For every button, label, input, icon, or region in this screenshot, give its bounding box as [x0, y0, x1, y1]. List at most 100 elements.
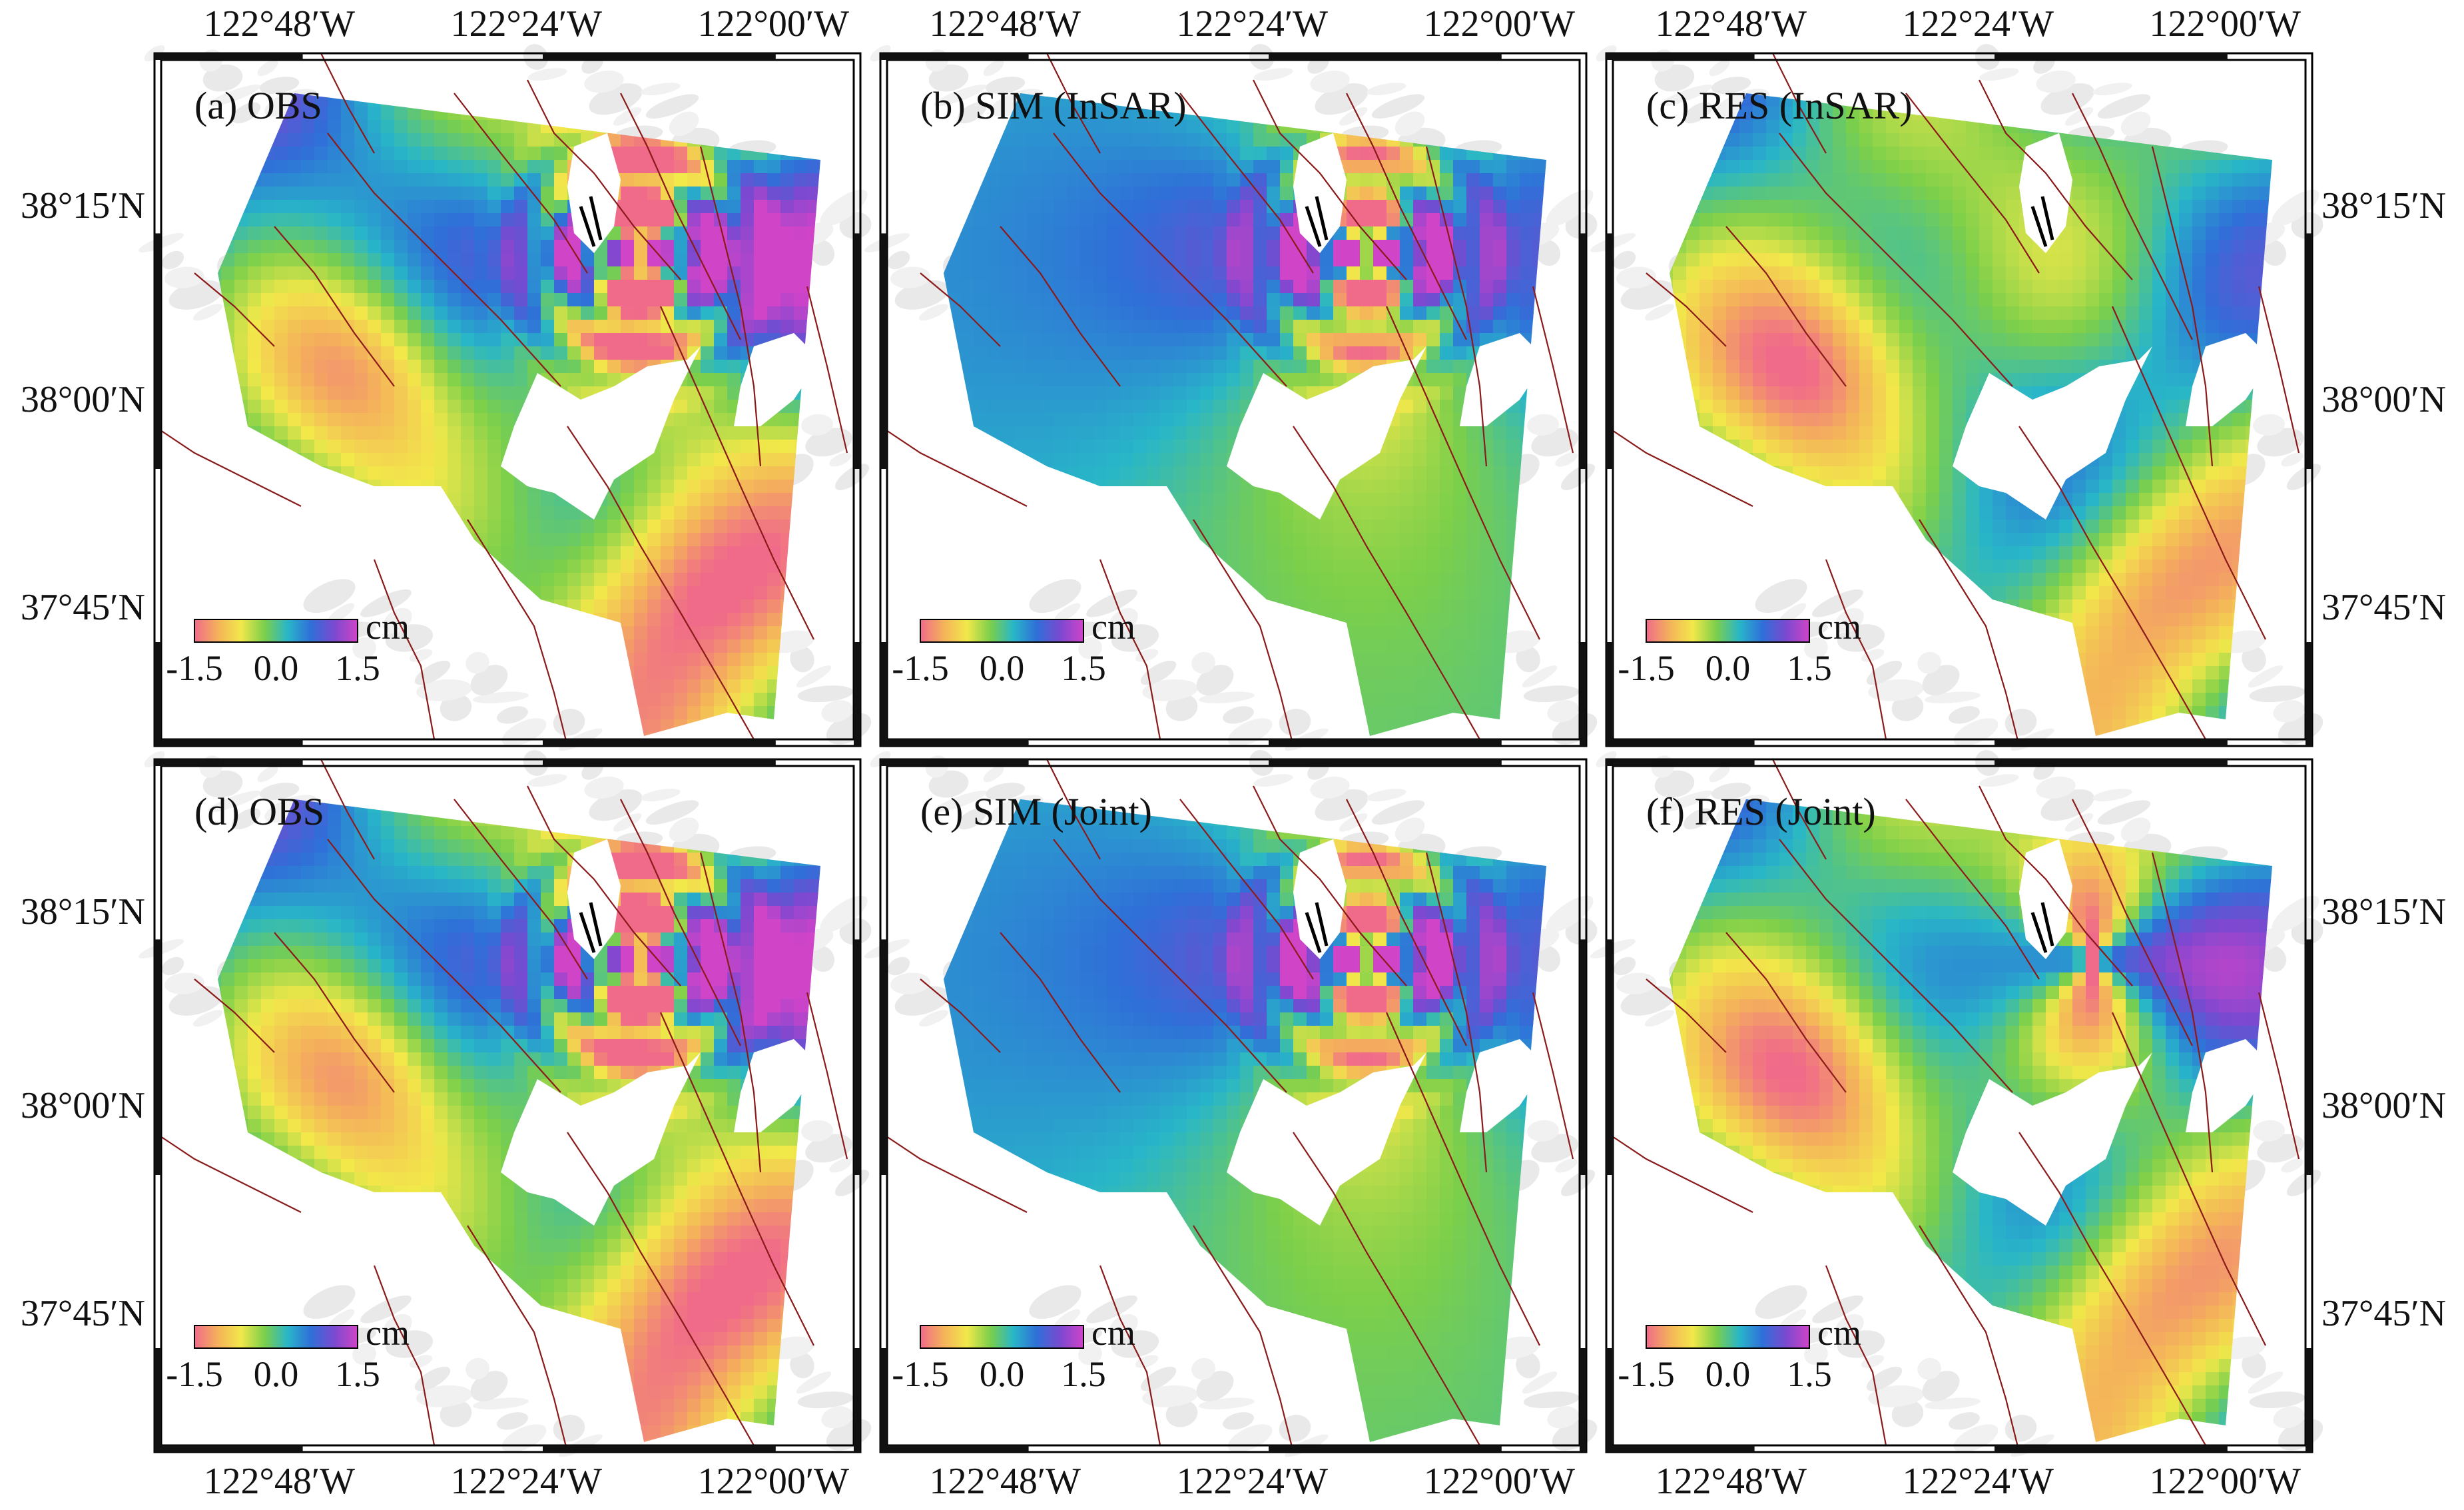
- colorbar-tick-label: -1.5: [166, 1354, 223, 1394]
- latitude-tick-label: 38°00′N: [2321, 379, 2447, 420]
- water-mask: [501, 346, 701, 520]
- fault-lines: [880, 759, 1574, 1453]
- panel-title: (a) OBS: [194, 84, 322, 127]
- longitude-tick-label: 122°00′W: [2149, 1461, 2301, 1502]
- map-panel-f: (f) RES (Joint) cm -1.5 0.0 1.5: [1590, 750, 2323, 1457]
- longitude-tick-label: 122°00′W: [697, 3, 849, 45]
- map-canvas: [1590, 750, 2323, 1457]
- water-mask: [567, 839, 621, 959]
- fault-trace: [1532, 992, 1574, 1160]
- colorbar: [194, 1325, 358, 1349]
- fault-trace: [1905, 93, 2040, 274]
- colorbar-unit: cm: [1091, 607, 1135, 647]
- fault-trace: [1385, 306, 1540, 640]
- colorbar-tick-label: 1.5: [1061, 648, 1106, 688]
- panel-title: (b) SIM (InSAR): [920, 84, 1187, 127]
- fault-trace: [1046, 53, 1101, 154]
- fault-trace: [1606, 1132, 1753, 1213]
- latitude-tick-label: 38°00′N: [20, 1085, 145, 1126]
- fault-trace: [1179, 799, 1314, 980]
- fault-trace: [659, 1012, 814, 1346]
- longitude-tick-label: 122°24′W: [450, 1461, 602, 1502]
- panel-title: (d) OBS: [194, 790, 324, 833]
- colorbar: [194, 619, 358, 643]
- fault-trace: [620, 93, 741, 340]
- longitude-tick-label: 122°48′W: [929, 1461, 1081, 1502]
- colorbar-tick-label: 1.5: [1787, 648, 1832, 688]
- fault-trace: [1725, 226, 1847, 387]
- fault-lines: [1606, 53, 2300, 747]
- colorbar-tick-label: 0.0: [979, 648, 1025, 688]
- longitude-tick-label: 122°48′W: [929, 3, 1081, 45]
- colorbar-tick-label: 0.0: [253, 648, 299, 688]
- fault-trace: [2072, 93, 2193, 340]
- fault-trace: [1772, 759, 1827, 860]
- colorbar: [920, 619, 1084, 643]
- rupture-trace: [579, 902, 603, 953]
- longitude-tick-label: 122°48′W: [203, 1461, 355, 1502]
- latitude-tick-label: 38°00′N: [2321, 1085, 2447, 1126]
- fault-trace: [1772, 53, 1827, 154]
- fault-trace: [1825, 1265, 1887, 1446]
- fault-trace: [1193, 519, 1295, 747]
- water-mask: [567, 133, 621, 253]
- colorbar-tick-label: 0.0: [979, 1354, 1025, 1394]
- fault-trace: [454, 799, 588, 980]
- latitude-tick-label: 38°00′N: [20, 379, 145, 420]
- colorbar-tick-label: 1.5: [1787, 1354, 1832, 1394]
- longitude-tick-label: 122°00′W: [697, 1461, 849, 1502]
- fault-trace: [1293, 426, 1480, 740]
- latitude-tick-label: 38°15′N: [2321, 185, 2447, 226]
- longitude-tick-label: 122°24′W: [1176, 1461, 1328, 1502]
- panel-title: (c) RES (InSAR): [1646, 84, 1913, 127]
- fault-trace: [1979, 79, 2133, 280]
- map-canvas: [139, 750, 872, 1457]
- fault-trace: [2111, 306, 2266, 640]
- fault-trace: [1425, 852, 1488, 1173]
- rupture-trace: [1305, 902, 1329, 953]
- water-mask: [2019, 839, 2072, 959]
- fault-trace: [699, 852, 762, 1173]
- colorbar-unit: cm: [1817, 1313, 1861, 1353]
- fault-trace: [2111, 1012, 2266, 1346]
- fault-trace: [274, 226, 395, 387]
- fault-trace: [2258, 286, 2300, 454]
- fault-trace: [1825, 559, 1887, 740]
- fault-trace: [1646, 978, 1727, 1053]
- fault-trace: [467, 519, 569, 747]
- fault-trace: [920, 272, 1001, 347]
- fault-trace: [806, 992, 848, 1160]
- colorbar-tick-label: -1.5: [892, 1354, 949, 1394]
- water-mask: [1953, 346, 2152, 520]
- fault-trace: [880, 426, 1028, 507]
- fault-trace: [1425, 146, 1488, 467]
- fault-trace: [373, 1265, 436, 1446]
- colorbar-tick-label: -1.5: [892, 648, 949, 688]
- fault-trace: [659, 306, 814, 640]
- fault-trace: [2151, 852, 2214, 1173]
- fault-trace: [1046, 759, 1101, 860]
- map-frame: [1606, 53, 2312, 746]
- fault-trace: [1532, 286, 1574, 454]
- fault-trace: [699, 146, 762, 467]
- latitude-tick-label: 37°45′N: [20, 1293, 145, 1334]
- rupture-trace: [2030, 196, 2054, 247]
- fault-trace: [1919, 519, 2020, 747]
- latitude-tick-label: 37°45′N: [20, 587, 145, 628]
- fault-trace: [806, 286, 848, 454]
- map-panel-b: (b) SIM (InSAR) cm -1.5 0.0 1.5: [864, 44, 1598, 751]
- fault-trace: [1099, 1265, 1161, 1446]
- fault-trace: [327, 839, 561, 1093]
- fault-trace: [1053, 839, 1287, 1093]
- latitude-tick-label: 37°45′N: [2321, 1293, 2447, 1334]
- fault-trace: [1919, 1225, 2020, 1453]
- longitude-tick-label: 122°48′W: [1655, 1461, 1807, 1502]
- fault-trace: [1346, 93, 1467, 340]
- colorbar-unit: cm: [1817, 607, 1861, 647]
- map-canvas: [1590, 44, 2323, 751]
- fault-trace: [1905, 799, 2040, 980]
- fault-trace: [194, 978, 275, 1053]
- water-mask: [1293, 133, 1347, 253]
- panel-title: (f) RES (Joint): [1646, 790, 1876, 833]
